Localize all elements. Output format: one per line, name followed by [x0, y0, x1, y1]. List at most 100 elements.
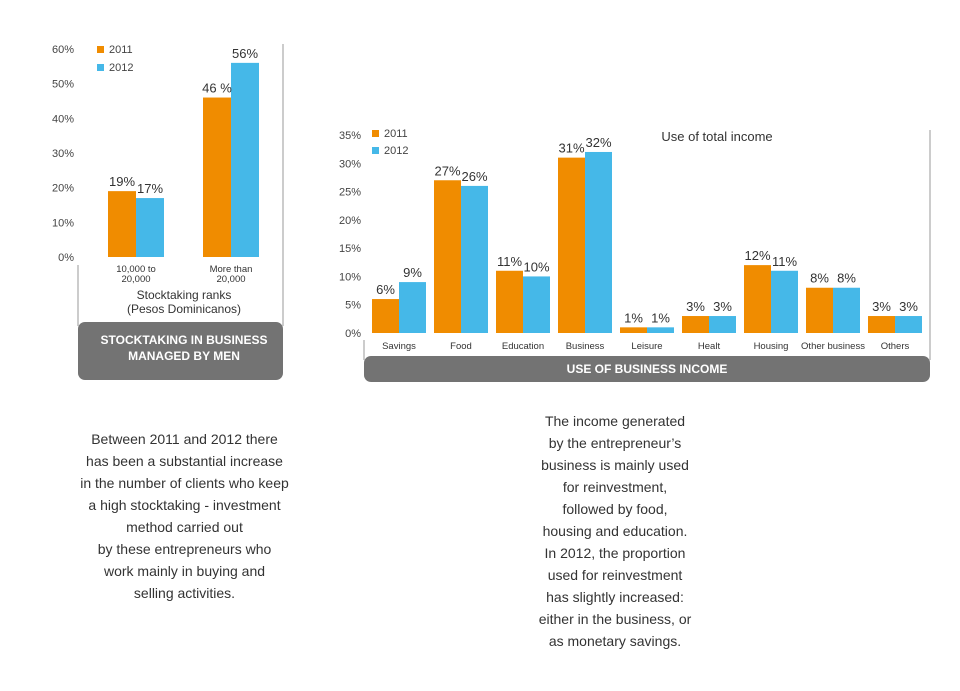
right-note-line: In 2012, the proportion: [544, 545, 686, 561]
chart2-legend-swatch: [372, 130, 379, 137]
left-description: Between 2011 and 2012 there has been a s…: [62, 428, 307, 604]
chart1-y-tick-label: 0%: [58, 252, 74, 264]
chart2-bar-2012: [647, 327, 674, 333]
chart1-category-label: 20,000: [216, 274, 245, 285]
chart2-data-label: 6%: [376, 282, 395, 297]
chart1-bar-2011: [203, 97, 231, 258]
chart2-category-label: Other business: [801, 341, 865, 352]
chart1-category-label: More than: [210, 264, 253, 275]
right-note-line: followed by food,: [562, 501, 668, 517]
chart2-bar-2011: [806, 287, 833, 333]
chart2-banner-title: USE OF BUSINESS INCOME: [567, 362, 728, 376]
chart2-bar-2011: [682, 316, 709, 333]
chart2-bar-2012: [709, 316, 736, 333]
chart1-bar-2012: [231, 62, 259, 257]
chart2-bar-2012: [833, 287, 860, 333]
chart2-bar-2012: [585, 151, 612, 333]
chart2-y-tick-label: 30%: [339, 158, 361, 170]
chart2-bar-2012: [523, 276, 550, 333]
chart2-data-label: 26%: [461, 169, 487, 184]
chart2-data-label: 9%: [403, 265, 422, 280]
chart2-y-tick-label: 20%: [339, 215, 361, 227]
chart2-category-label: Business: [566, 341, 605, 352]
chart2-data-label: 3%: [899, 299, 918, 314]
chart1-banner-line2: MANAGED BY MEN: [128, 349, 240, 363]
chart2-category-label: Others: [881, 341, 910, 352]
chart2-data-label: 32%: [585, 135, 611, 150]
chart1-y-tick-label: 40%: [52, 113, 74, 125]
right-note-line: either in the business, or: [538, 611, 692, 627]
chart1-legend-label: 2011: [109, 44, 133, 56]
chart2-y-tick-label: 0%: [345, 328, 361, 340]
chart2-data-label: 3%: [872, 299, 891, 314]
chart2-bar-2012: [461, 185, 488, 333]
chart2-data-label: 8%: [810, 271, 829, 286]
left-note-line: Between 2011 and 2012 there: [91, 431, 278, 447]
chart1-data-label: 19%: [109, 174, 135, 189]
chart2-data-label: 27%: [434, 163, 460, 178]
right-note-line: as monetary savings.: [548, 633, 682, 649]
right-note-line: has slightly increased:: [546, 589, 684, 605]
chart1-data-label: 46 %: [202, 81, 232, 96]
chart1-legend-label: 2012: [109, 62, 133, 74]
chart2-legend-label: 2011: [384, 128, 408, 140]
right-note-line: by the entrepreneur’s: [548, 435, 682, 451]
right-note-line: for reinvestment,: [562, 479, 668, 495]
chart2-bar-2011: [744, 265, 771, 333]
chart1-y-tick-label: 10%: [52, 217, 74, 229]
chart2-data-label: 31%: [558, 141, 584, 156]
left-note-line: method carried out: [126, 519, 243, 535]
chart2-data-label: 3%: [713, 299, 732, 314]
chart2-data-label: 8%: [837, 271, 856, 286]
chart2-category-label: Education: [502, 341, 544, 352]
chart2-category-label: Leisure: [631, 341, 662, 352]
chart2-bar-2011: [434, 180, 461, 333]
chart1-bar-2011: [108, 191, 136, 257]
chart1-data-label: 17%: [137, 181, 163, 196]
right-note-line: used for reinvestment: [547, 567, 683, 583]
chart1-banner-bg: [78, 322, 283, 380]
chart2-category-label: Savings: [382, 341, 416, 352]
chart1-banner-line1: STOCKTAKING IN BUSINESS: [101, 333, 268, 347]
chart2-bar-2011: [558, 157, 585, 333]
chart1-legend-swatch: [97, 46, 104, 53]
chart2-category-label: Food: [450, 341, 472, 352]
chart1-category-label: 10,000 to: [116, 264, 156, 275]
left-note-line: work mainly in buying and: [103, 563, 266, 579]
chart2-data-label: 10%: [523, 259, 549, 274]
chart2-category-label: Housing: [754, 341, 789, 352]
chart1-data-label: 56%: [232, 46, 258, 61]
chart2-data-label: 11%: [497, 254, 522, 269]
chart1-y-tick-label: 50%: [52, 79, 74, 91]
chart1-y-tick-label: 30%: [52, 148, 74, 160]
chart2-y-tick-label: 10%: [339, 271, 361, 283]
chart1-bar-2012: [136, 198, 164, 257]
chart2-data-label: 12%: [744, 248, 770, 263]
chart2-bar-2011: [372, 299, 399, 333]
chart2-y-tick-label: 5%: [345, 300, 361, 312]
chart1-y-tick-label: 20%: [52, 183, 74, 195]
chart1-xlabel-line1: Stocktaking ranks: [137, 288, 232, 302]
chart2-subtitle: Use of total income: [661, 129, 772, 144]
chart2-bar-2011: [620, 327, 647, 333]
chart2-legend-label: 2012: [384, 145, 408, 157]
right-note-line: The income generated: [544, 413, 686, 429]
chart2-bar-2011: [868, 316, 895, 333]
left-note-line: by these entrepreneurs who: [97, 541, 272, 557]
chart2-banner-bg: [364, 356, 930, 382]
chart1-legend-swatch: [97, 64, 104, 71]
chart2-bar-2011: [496, 270, 523, 333]
chart2-y-tick-label: 35%: [339, 130, 361, 142]
chart2-bar-2012: [399, 282, 426, 333]
chart2-bar-2012: [895, 316, 922, 333]
chart2-data-label: 11%: [772, 254, 797, 269]
right-note-line: housing and education.: [542, 523, 688, 539]
chart1-category-label: 20,000: [121, 274, 150, 285]
chart2-data-label: 1%: [651, 310, 670, 325]
right-note-line: business is mainly used: [541, 457, 689, 473]
chart1-xlabel-line2: (Pesos Dominicanos): [127, 302, 241, 316]
right-description: The income generated by the entrepreneur…: [500, 410, 730, 652]
chart2-data-label: 3%: [686, 299, 705, 314]
chart2-bar-2012: [771, 270, 798, 333]
